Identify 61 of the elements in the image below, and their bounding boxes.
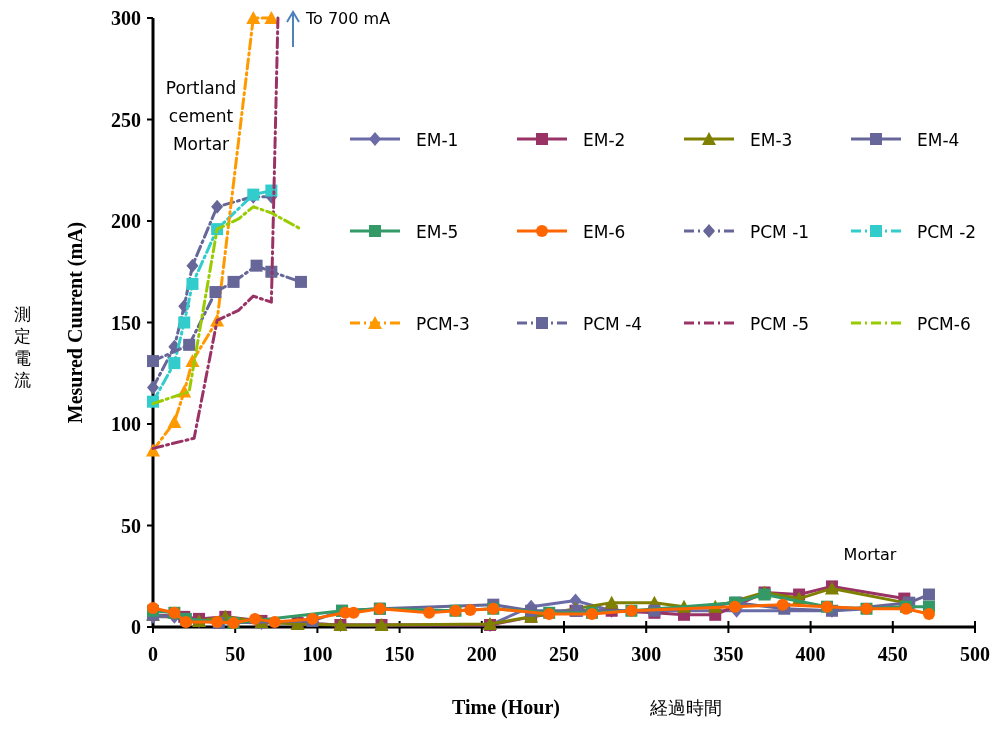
x-tick-label: 100 — [302, 643, 333, 665]
point — [186, 258, 199, 273]
text: 測定電流 — [13, 304, 31, 390]
point — [209, 286, 222, 299]
point — [294, 275, 307, 288]
point — [464, 603, 477, 616]
y-tick-label: 300 — [111, 7, 141, 29]
legend-label: PCM -2 — [917, 222, 977, 242]
point — [211, 199, 224, 214]
point — [147, 380, 159, 395]
x-tick-label: 250 — [549, 643, 579, 665]
x-tick-label: 200 — [466, 643, 497, 665]
point — [728, 600, 741, 613]
point — [776, 598, 789, 611]
x-tick-label: 400 — [795, 643, 826, 665]
x-tick-label: 300 — [631, 643, 662, 665]
legend-label: EM-6 — [583, 222, 626, 242]
x-tick-label: 50 — [225, 643, 246, 665]
point — [147, 355, 159, 368]
y-tick-label: 100 — [111, 413, 141, 435]
point — [168, 357, 181, 370]
y-tick-label: 0 — [131, 616, 141, 638]
y-axis-title: Mesured Cuurent (mA) — [64, 221, 87, 424]
annotation: Mortar — [843, 545, 897, 564]
point — [248, 612, 261, 625]
point — [922, 588, 935, 601]
legend-label: EM-2 — [583, 130, 626, 150]
y-tick-label: 200 — [111, 210, 141, 232]
text: 経過時間 — [649, 697, 722, 718]
x-tick-label: 150 — [384, 643, 415, 665]
point — [178, 316, 191, 329]
point — [246, 11, 261, 24]
x-tick-label: 350 — [713, 643, 744, 665]
point — [264, 11, 279, 24]
x-tick-label: 500 — [960, 643, 990, 665]
x-tick-label: 0 — [148, 643, 158, 665]
legend-label: EM-5 — [416, 222, 459, 242]
point — [183, 338, 196, 351]
point — [250, 259, 263, 272]
point — [922, 608, 935, 621]
y-tick-label: 150 — [111, 311, 141, 334]
y-tick-label: 250 — [111, 108, 141, 131]
legend-label: PCM -1 — [750, 222, 810, 242]
legend-label: PCM -5 — [750, 314, 810, 334]
annotation: To 700 mA — [305, 9, 391, 28]
legend-label: PCM -4 — [583, 314, 643, 334]
legend-label: EM-1 — [416, 130, 459, 150]
legend-label: PCM-6 — [917, 314, 971, 334]
annotation: Portland cement Mortar — [165, 78, 237, 154]
legend-label: PCM-3 — [416, 314, 470, 334]
legend-label: EM-3 — [750, 130, 793, 150]
x-axis-title: Time (Hour) — [452, 696, 560, 719]
point — [227, 275, 240, 288]
point — [186, 277, 199, 290]
y-tick-label: 50 — [121, 514, 141, 537]
point — [167, 414, 182, 428]
point — [423, 606, 436, 619]
legend-label: EM-4 — [917, 130, 960, 150]
point — [268, 615, 281, 628]
x-tick-label: 450 — [877, 643, 908, 665]
point — [604, 595, 619, 609]
